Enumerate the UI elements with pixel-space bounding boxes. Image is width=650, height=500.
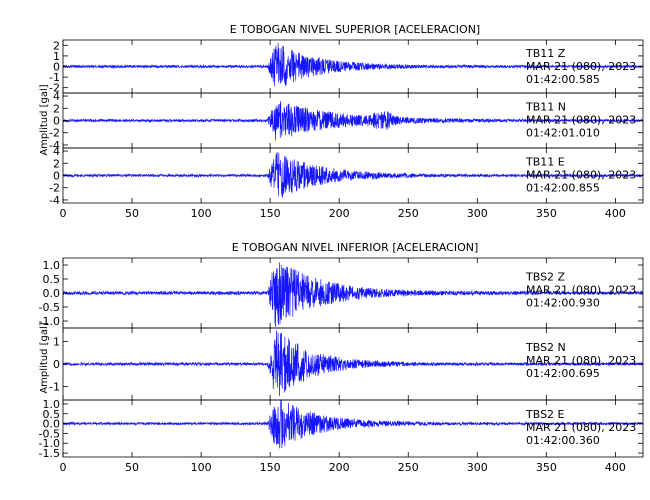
time-label: 01:42:00.695 xyxy=(526,367,600,380)
y-tick-label: 1.0 xyxy=(43,259,61,272)
station-label: TBS2 Z xyxy=(525,270,566,283)
y-tick-label: 0.0 xyxy=(43,287,61,300)
date-label: MAR 21 (080), 2023 xyxy=(526,60,636,73)
y-tick-label: -1.0 xyxy=(39,315,60,328)
x-tick-label: 100 xyxy=(191,207,212,220)
x-tick-label: 300 xyxy=(467,207,488,220)
x-tick-label: 50 xyxy=(125,207,139,220)
station-label: TB11 E xyxy=(525,156,565,169)
y-tick-label: -2 xyxy=(49,182,60,195)
waveform-trace xyxy=(62,43,644,87)
y-tick-label: 0.5 xyxy=(43,273,61,286)
time-label: 01:42:00.360 xyxy=(526,434,600,447)
y-tick-label: 4 xyxy=(53,90,60,103)
time-label: 01:42:01.010 xyxy=(526,127,600,140)
station-label: TBS2 E xyxy=(525,408,565,421)
waveform-trace xyxy=(62,262,644,328)
y-axis-label-upper: Amplitud [gal] xyxy=(39,84,50,155)
y-tick-label: 1.0 xyxy=(43,398,61,411)
x-tick-label: 200 xyxy=(329,461,350,474)
waveform-trace xyxy=(62,151,644,198)
x-tick-label: 100 xyxy=(191,461,212,474)
y-tick-label: -1 xyxy=(49,381,60,394)
y-tick-label: -1.0 xyxy=(39,437,60,450)
x-tick-label: 350 xyxy=(536,207,557,220)
x-tick-label: 150 xyxy=(260,207,281,220)
station-label: TBS2 N xyxy=(525,341,566,354)
y-tick-label: 0 xyxy=(53,358,60,371)
y-tick-label: 2 xyxy=(53,102,60,115)
time-label: 01:42:00.855 xyxy=(526,182,600,195)
panel-frame xyxy=(62,399,644,458)
date-label: MAR 21 (080), 2023 xyxy=(526,354,636,367)
time-label: 01:42:00.585 xyxy=(526,73,600,86)
y-tick-label: 2 xyxy=(53,39,60,52)
y-tick-label: 2 xyxy=(53,157,60,170)
y-tick-label: -0.5 xyxy=(39,427,60,440)
x-tick-label: 0 xyxy=(60,207,67,220)
y-tick-label: -0.5 xyxy=(39,301,60,314)
y-tick-label: 4 xyxy=(53,145,60,158)
x-tick-label: 150 xyxy=(260,461,281,474)
y-tick-label: 0.0 xyxy=(43,418,61,431)
x-tick-label: 400 xyxy=(605,207,626,220)
waveform-trace xyxy=(62,399,644,449)
x-tick-label: 50 xyxy=(125,461,139,474)
y-tick-label: 0 xyxy=(53,61,60,74)
x-tick-label: 0 xyxy=(60,461,67,474)
chart-title-upper: E TOBOGAN NIVEL SUPERIOR [ACELERACION] xyxy=(230,23,480,36)
station-label: TB11 N xyxy=(525,101,566,114)
y-tick-label: 1 xyxy=(53,336,60,349)
x-tick-label: 350 xyxy=(536,461,557,474)
x-tick-label: 250 xyxy=(398,207,419,220)
y-tick-label: 0 xyxy=(53,115,60,128)
y-tick-label: -4 xyxy=(49,139,60,152)
time-label: 01:42:00.930 xyxy=(526,296,600,309)
date-label: MAR 21 (080), 2023 xyxy=(526,114,636,127)
y-tick-label: -2 xyxy=(49,127,60,140)
y-axis-label-lower: Amplitud [gal] xyxy=(39,322,50,393)
waveform-trace xyxy=(62,330,644,397)
y-tick-label: -4 xyxy=(49,194,60,207)
x-tick-label: 300 xyxy=(467,461,488,474)
date-label: MAR 21 (080), 2023 xyxy=(526,169,636,182)
y-tick-label: -2 xyxy=(49,82,60,95)
y-tick-label: -1.5 xyxy=(39,447,60,460)
y-tick-label: 1 xyxy=(53,50,60,63)
x-tick-label: 250 xyxy=(398,461,419,474)
date-label: MAR 21 (080), 2023 xyxy=(526,283,636,296)
x-tick-label: 400 xyxy=(605,461,626,474)
waveform-trace xyxy=(62,101,644,141)
date-label: MAR 21 (080), 2023 xyxy=(526,421,636,434)
y-tick-label: 0.5 xyxy=(43,408,61,421)
x-tick-label: 200 xyxy=(329,207,350,220)
station-label: TB11 Z xyxy=(525,47,566,60)
y-tick-label: -1 xyxy=(49,71,60,84)
y-tick-label: 0 xyxy=(53,170,60,183)
chart-title-lower: E TOBOGAN NIVEL INFERIOR [ACELERACION] xyxy=(232,241,479,254)
